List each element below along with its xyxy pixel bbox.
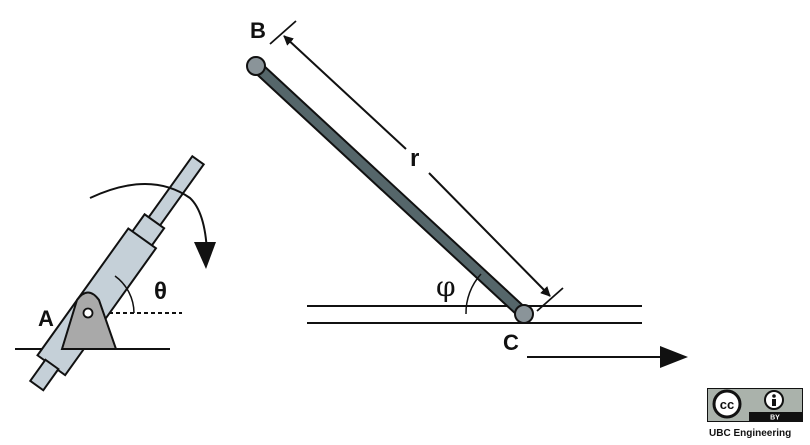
- motion-arrowhead-icon: [660, 346, 688, 368]
- dimension-tick-b: [269, 20, 297, 45]
- rod-bc-fill: [252, 62, 528, 318]
- cc-license-badge[interactable]: cc BY: [707, 388, 803, 422]
- rotation-arrowhead-icon: [194, 242, 216, 269]
- by-text: BY: [770, 415, 780, 422]
- label-theta: θ: [154, 278, 167, 305]
- dimension-tick-c: [536, 287, 564, 312]
- cylinder-base-rod: [28, 358, 60, 392]
- pivot-a-base: [60, 291, 118, 350]
- label-b: B: [250, 18, 266, 43]
- dimension-line-lower: [428, 172, 551, 297]
- label-phi: φ: [436, 270, 456, 303]
- cylinder-piston-rod: [146, 154, 206, 229]
- credit-text: UBC Engineering: [709, 428, 792, 439]
- cc-by-icon: cc BY: [707, 388, 803, 422]
- phi-arc: [465, 273, 482, 315]
- cc-text: cc: [720, 397, 734, 412]
- joint-b: [246, 56, 266, 76]
- joint-c: [514, 304, 534, 324]
- theta-arc: [114, 275, 135, 314]
- pivot-a-pin: [82, 307, 94, 319]
- label-a: A: [38, 306, 54, 331]
- label-c: C: [503, 330, 519, 355]
- rotation-arrow-icon: [89, 183, 208, 253]
- dimension-line-upper: [283, 35, 407, 150]
- label-r: r: [410, 145, 419, 172]
